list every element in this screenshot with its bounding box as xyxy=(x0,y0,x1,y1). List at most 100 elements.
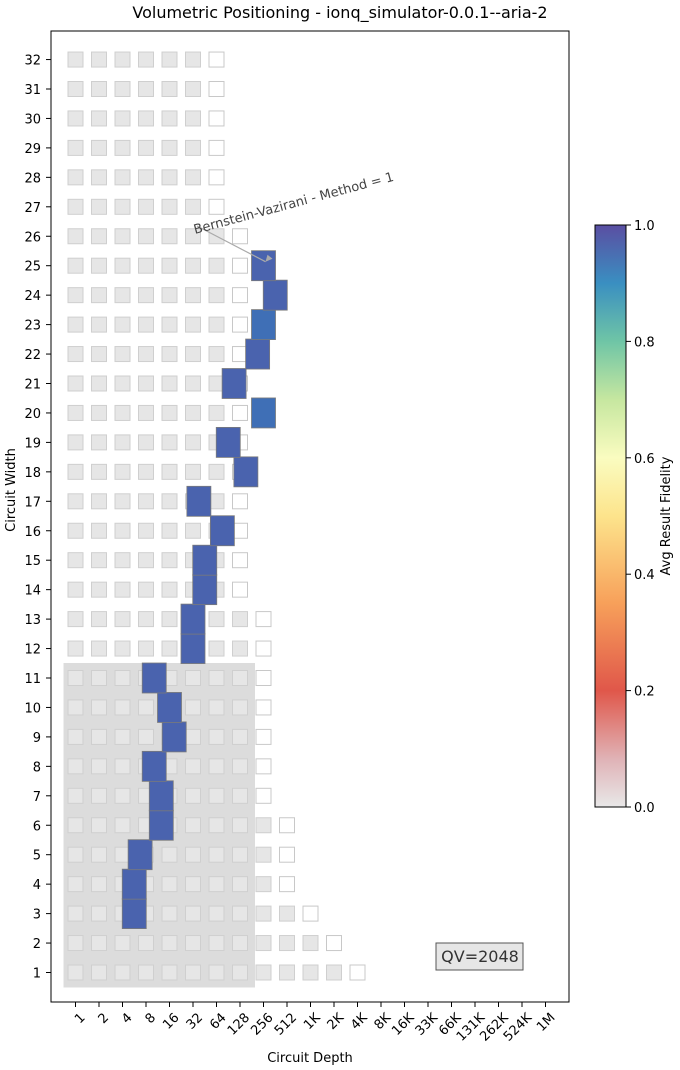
background-tile xyxy=(208,316,225,333)
y-tick-label: 6 xyxy=(33,819,41,834)
background-tile xyxy=(114,228,131,245)
background-tile xyxy=(67,110,84,127)
background-tile xyxy=(208,463,225,480)
background-tile xyxy=(138,81,154,97)
background-tile xyxy=(185,198,201,215)
background-tile xyxy=(114,817,131,834)
y-tick-label: 32 xyxy=(24,54,41,69)
background-tile xyxy=(255,876,272,893)
qv-box-frame xyxy=(435,942,524,971)
background-tile xyxy=(67,346,84,363)
background-tile xyxy=(138,699,154,716)
background-tile xyxy=(138,257,154,274)
data-tile xyxy=(127,839,153,871)
x-tick-label: 2 xyxy=(96,1010,112,1026)
background-tile xyxy=(138,611,154,628)
background-tile xyxy=(91,581,107,598)
y-tick-label: 10 xyxy=(24,701,41,716)
background-tile xyxy=(138,139,154,156)
background-tile xyxy=(185,51,201,68)
data-tile xyxy=(180,633,206,664)
background-tile xyxy=(114,287,131,304)
y-tick-label: 1 xyxy=(33,967,41,982)
background-tile xyxy=(67,522,84,539)
background-tile xyxy=(91,670,107,686)
background-tile xyxy=(232,905,248,922)
background-tile xyxy=(255,728,272,745)
background-tile xyxy=(114,346,131,363)
x-tick-label: 524K xyxy=(501,1010,536,1045)
background-tile xyxy=(114,139,131,156)
background-tile xyxy=(91,493,107,510)
background-tile xyxy=(91,552,107,569)
background-tile xyxy=(114,169,131,186)
background-tile xyxy=(232,287,248,304)
background-tile xyxy=(114,316,131,333)
annotation-arrowhead xyxy=(265,254,273,262)
background-tile xyxy=(255,817,272,834)
background-tile xyxy=(114,110,131,127)
background-tile xyxy=(161,81,178,97)
background-tile xyxy=(185,257,201,274)
background-tile xyxy=(185,905,201,922)
y-tick-label: 5 xyxy=(33,849,41,864)
y-tick-label: 21 xyxy=(24,378,41,393)
background-tile xyxy=(114,463,131,480)
background-tile xyxy=(67,287,84,304)
y-tick-label: 22 xyxy=(24,348,41,363)
background-tile xyxy=(279,964,295,981)
background-tile xyxy=(67,169,84,186)
y-tick-label: 26 xyxy=(24,230,41,245)
background-tile xyxy=(138,434,154,451)
background-tile xyxy=(208,787,225,804)
background-tile xyxy=(91,758,107,775)
x-tick-label: 4K xyxy=(348,1010,371,1033)
background-tile xyxy=(161,935,178,952)
background-tile xyxy=(138,522,154,539)
background-tile xyxy=(91,139,107,156)
background-tile xyxy=(161,463,178,480)
background-tile xyxy=(161,846,178,863)
background-tile xyxy=(255,964,272,981)
data-tile xyxy=(233,456,259,488)
background-tile xyxy=(91,964,107,981)
background-tile xyxy=(138,198,154,215)
background-tile xyxy=(161,257,178,274)
background-tile xyxy=(185,876,201,893)
x-tick-label: 128 xyxy=(225,1010,253,1038)
background-tile xyxy=(161,346,178,363)
background-tile xyxy=(255,640,272,657)
background-tile xyxy=(208,287,225,304)
background-tile xyxy=(208,169,225,186)
background-tile xyxy=(185,935,201,952)
background-tile xyxy=(185,817,201,834)
data-tile xyxy=(221,368,247,399)
data-tile xyxy=(141,750,167,782)
background-tile xyxy=(161,964,178,981)
background-tile xyxy=(302,935,319,952)
background-tile xyxy=(208,198,225,215)
background-tile xyxy=(161,139,178,156)
colorbar-tick-label: 1.0 xyxy=(634,219,655,234)
background-tile xyxy=(255,935,272,952)
background-tile xyxy=(91,640,107,657)
background-tile xyxy=(91,434,107,451)
background-tile xyxy=(114,758,131,775)
background-tile xyxy=(114,493,131,510)
background-tile xyxy=(138,964,154,981)
background-tile xyxy=(208,611,225,628)
background-tile xyxy=(279,846,295,863)
background-tile xyxy=(91,228,107,245)
background-tile xyxy=(67,787,84,804)
background-tile xyxy=(161,434,178,451)
background-tile xyxy=(279,935,295,952)
x-tick-label: 1 xyxy=(72,1010,88,1026)
background-tile xyxy=(232,876,248,893)
background-tile xyxy=(67,51,84,68)
background-tile xyxy=(232,228,248,245)
background-tile xyxy=(185,228,201,245)
background-tile xyxy=(208,139,225,156)
background-tile xyxy=(91,257,107,274)
background-tile xyxy=(114,640,131,657)
background-tile xyxy=(67,699,84,716)
